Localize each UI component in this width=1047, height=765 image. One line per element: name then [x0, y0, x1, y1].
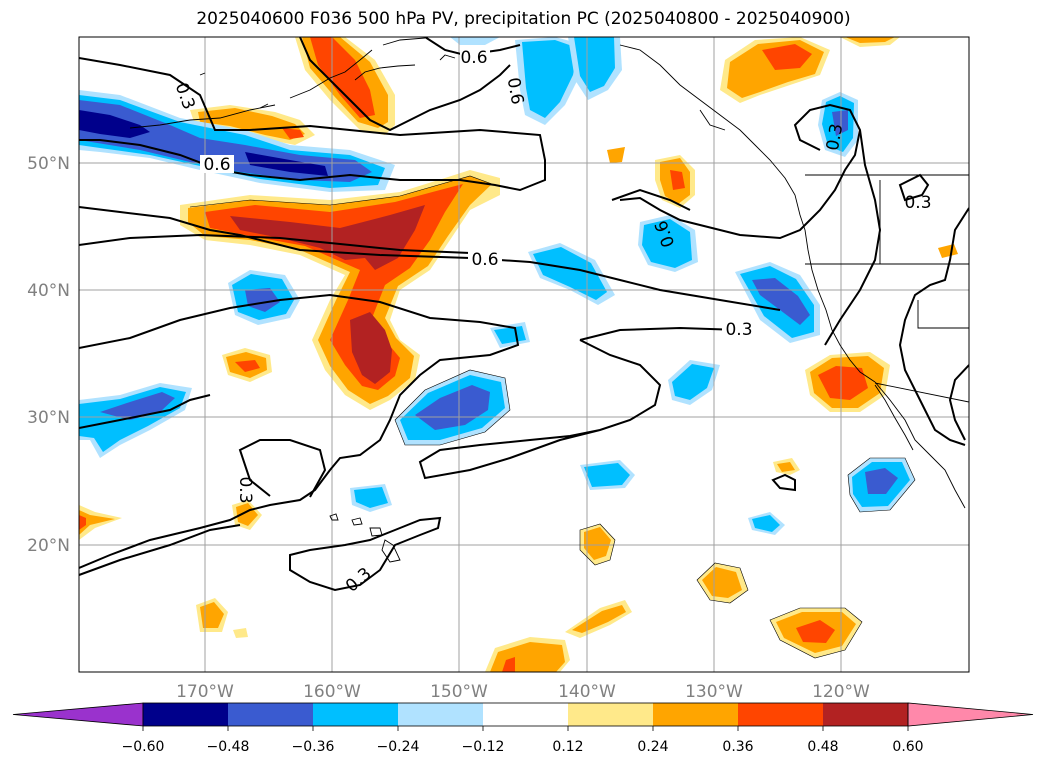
colorbar-extend-low: [12, 702, 144, 727]
contour-label-layer: 0.6 0.6 0.6 0.6 0.3 0.3 0.3 0.3 0.3 0.3 …: [171, 48, 932, 597]
precip-negative-region: [354, 487, 388, 508]
precip-positive-region: [79, 510, 115, 535]
contour-label: 0.3: [904, 193, 931, 213]
lon-label: 160°W: [303, 682, 361, 702]
colorbar-tick-label: 0.60: [892, 739, 923, 755]
precip-positive-region: [502, 657, 515, 672]
lat-label: 30°N: [27, 408, 70, 428]
map-plot-area: 0.6 0.6 0.6 0.6 0.3 0.3 0.3 0.3 0.3 0.3 …: [79, 37, 969, 672]
precip-positive-region: [777, 462, 795, 472]
precip-negative-region: [752, 515, 780, 532]
precip-negative-region: [245, 152, 328, 176]
precip-positive-region: [607, 147, 625, 163]
colorbar-segment: [568, 703, 653, 726]
pv-contours: [79, 37, 969, 592]
contour-label: 0.3: [342, 564, 376, 597]
colorbar-tick-label: 0.48: [807, 739, 838, 755]
graticule: [79, 37, 969, 672]
precip-positive-region: [938, 244, 958, 258]
precip-positive-region: [762, 44, 812, 70]
precip-positive-region: [79, 515, 86, 530]
precip-negative-region: [865, 468, 898, 494]
precip-positive-region: [79, 505, 122, 540]
precip-positive-region: [235, 360, 260, 372]
precip-negative-region: [672, 364, 714, 400]
precip-negative-region: [584, 463, 630, 487]
colorbar-tick-label: −0.60: [122, 739, 165, 755]
colorbar-tick-label: 0.12: [552, 739, 583, 755]
precip-negative-region: [450, 37, 500, 45]
precip-positive-region: [233, 628, 248, 638]
contour-label: 0.3: [171, 80, 199, 112]
colorbar-tick-label: 0.36: [722, 739, 753, 755]
contour-label: 0.6: [460, 48, 487, 68]
colorbar-tick-label: −0.36: [292, 739, 335, 755]
map-frame: [78, 36, 970, 673]
precip-outlines: [189, 175, 916, 659]
lon-label: 130°W: [685, 682, 743, 702]
colorbar-segment: [738, 703, 823, 726]
colorbar: −0.60 −0.48 −0.36 −0.24 −0.12 0.12 0.24 0.36 0.4…: [12, 702, 1034, 755]
lon-label: 120°W: [812, 682, 870, 702]
colorbar-segment: [228, 703, 313, 726]
colorbar-tick-label: −0.48: [207, 739, 250, 755]
precip-negative-region: [245, 288, 280, 312]
latitude-labels: 50°N 40°N 30°N 20°N: [27, 154, 70, 556]
precip-positive-region: [230, 205, 425, 270]
contour-label: 0.3: [725, 320, 752, 340]
precip-positive-region: [310, 37, 375, 118]
lat-label: 20°N: [27, 536, 70, 556]
precip-negative-region: [642, 219, 692, 268]
precip-positive-region: [572, 605, 626, 633]
colorbar-segment: [823, 703, 908, 726]
lat-label: 50°N: [27, 154, 70, 174]
precip-negative-region: [533, 247, 607, 300]
contour-label: 0.3: [235, 476, 255, 503]
precip-negative-region: [832, 110, 848, 136]
colorbar-tick-label: −0.24: [377, 739, 420, 755]
precip-positive-region: [282, 128, 304, 139]
precip-positive-region: [200, 602, 224, 628]
lon-label: 140°W: [558, 682, 616, 702]
contour-label: 0.6: [503, 76, 527, 106]
precip-fill-layer: [79, 37, 958, 672]
colorbar-segment: [313, 703, 398, 726]
colorbar-extend-high: [907, 702, 1034, 727]
precip-positive-region: [670, 170, 685, 190]
precip-negative-region: [415, 385, 490, 430]
colorbar-frame: [142, 702, 909, 727]
colorbar-segment: [398, 703, 483, 726]
precip-negative-region: [574, 37, 615, 92]
map-title: 2025040600 F036 500 hPa PV, precipitatio…: [196, 9, 851, 29]
colorbar-tick-label: −0.12: [462, 739, 505, 755]
lat-label: 40°N: [27, 281, 70, 301]
colorbar-segment: [653, 703, 738, 726]
precip-positive-region: [845, 37, 895, 43]
precip-negative-region: [79, 110, 150, 138]
colorbar-tick-label: 0.24: [637, 739, 668, 755]
contour-label: 0.6: [203, 155, 230, 175]
precip-negative-region: [522, 40, 578, 118]
lon-label: 170°W: [176, 682, 234, 702]
precip-positive-region: [818, 366, 868, 400]
longitude-labels: 170°W 160°W 150°W 140°W 130°W 120°W: [176, 682, 870, 702]
colorbar-segment: [143, 703, 228, 726]
precip-positive-region: [198, 108, 305, 140]
lon-label: 150°W: [430, 682, 488, 702]
precip-positive-region: [702, 567, 742, 598]
precip-positive-region: [584, 527, 611, 560]
precip-positive-region: [350, 312, 392, 384]
precip-positive-region: [796, 620, 835, 643]
colorbar-segment: [483, 703, 568, 726]
contour-label: 0.6: [471, 250, 498, 270]
contour-label: 0.3: [823, 122, 847, 152]
